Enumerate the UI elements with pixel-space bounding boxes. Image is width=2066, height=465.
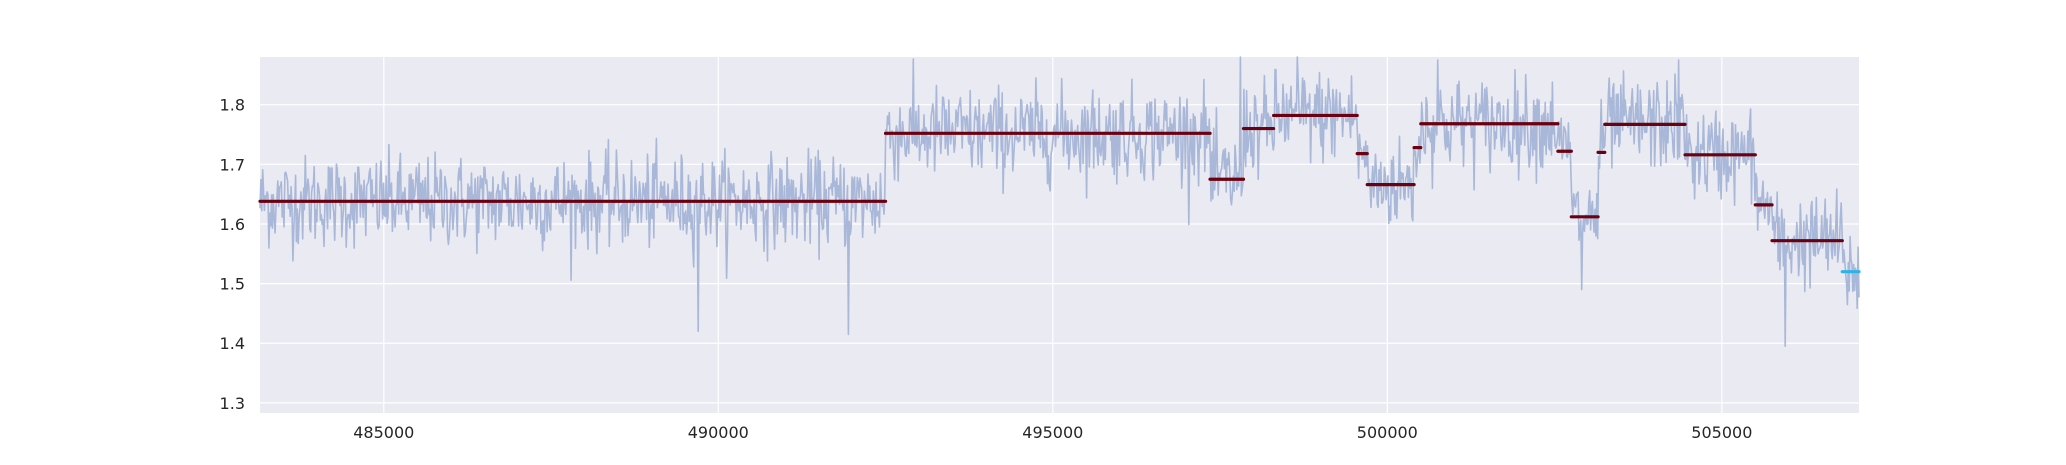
x-tick-label: 490000 <box>688 423 749 442</box>
x-tick-label: 500000 <box>1357 423 1418 442</box>
y-axis: 1.3 1.4 1.5 1.6 1.7 1.8 <box>220 96 245 413</box>
y-tick-label: 1.3 <box>220 394 245 413</box>
y-tick-label: 1.8 <box>220 96 245 115</box>
plot-background <box>260 57 1859 413</box>
segment-series <box>258 113 1844 243</box>
y-tick-label: 1.4 <box>220 334 245 353</box>
x-tick-label: 505000 <box>1691 423 1752 442</box>
x-tick-label: 495000 <box>1022 423 1083 442</box>
y-tick-label: 1.5 <box>220 275 245 294</box>
y-tick-label: 1.6 <box>220 215 245 234</box>
x-axis: 485000 490000 495000 500000 505000 <box>353 423 1752 442</box>
grid <box>260 57 1859 413</box>
y-tick-label: 1.7 <box>220 155 245 174</box>
x-tick-label: 485000 <box>353 423 414 442</box>
